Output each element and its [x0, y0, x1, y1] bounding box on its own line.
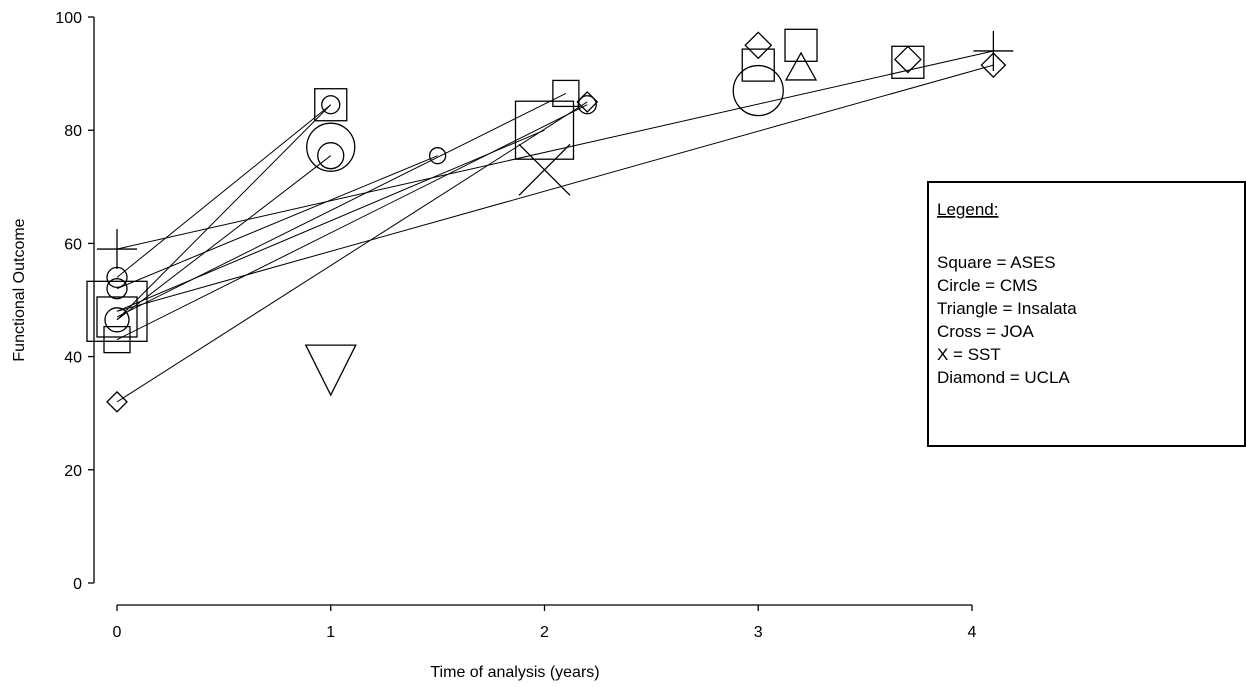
x-tick-label: 2: [540, 624, 549, 641]
series-line: [116, 64, 994, 312]
series-line: [116, 104, 332, 278]
series-line: [116, 129, 545, 312]
x-axis-title: Time of analysis (years): [430, 664, 599, 681]
x-tick-label: 0: [113, 624, 122, 641]
triangle-point: [784, 51, 818, 81]
series-line: [116, 104, 588, 341]
x-point: [518, 143, 571, 196]
square-point: [96, 296, 138, 338]
series-line: [116, 50, 994, 250]
circle-point: [306, 122, 356, 172]
legend: Legend: Square = ASES Circle = CMS Trian…: [927, 181, 1246, 447]
axes: 0 20 40 60 80 100 0 1 2 3 4: [55, 10, 976, 641]
diamond-point: [980, 52, 1007, 79]
square-point: [86, 280, 148, 342]
diamond-point: [576, 90, 599, 113]
circle-point: [106, 278, 128, 300]
diamond-point: [893, 45, 922, 74]
legend-entry: Circle = CMS: [937, 276, 1038, 295]
square-point: [314, 88, 348, 122]
circle-point: [321, 95, 341, 115]
series-line: [116, 155, 438, 290]
square-point: [552, 79, 580, 108]
legend-entry: Square = ASES: [937, 253, 1056, 272]
connecting-lines: [116, 50, 994, 403]
y-tick-label: 0: [73, 576, 82, 593]
cross-point: [97, 229, 137, 270]
triangle-point: [304, 344, 357, 397]
square-point: [891, 45, 925, 79]
cross-point: [973, 30, 1014, 71]
legend-entry: Diamond = UCLA: [937, 368, 1070, 387]
circle-point: [577, 95, 597, 115]
x-tick-label: 4: [968, 624, 977, 641]
legend-entry: Cross = JOA: [937, 322, 1034, 341]
series-line: [116, 101, 588, 403]
y-tick-label: 100: [55, 10, 82, 27]
legend-entry: X = SST: [937, 345, 1001, 364]
y-axis-title: Functional Outcome: [11, 218, 28, 361]
circle-point: [732, 64, 784, 117]
square-point: [784, 28, 818, 62]
circle-point: [317, 142, 345, 170]
circle-point: [104, 307, 130, 333]
series-line: [116, 104, 332, 321]
y-tick-label: 40: [64, 350, 82, 367]
y-tick-label: 20: [64, 463, 82, 480]
legend-box: [927, 181, 1246, 447]
square-point: [741, 48, 775, 82]
diamond-point: [744, 31, 773, 60]
series-line: [116, 92, 567, 318]
data-markers: [86, 28, 1014, 413]
x-tick-label: 3: [754, 624, 763, 641]
square-point: [514, 100, 575, 160]
diamond-point: [106, 390, 128, 413]
x-tick-label: 1: [326, 624, 335, 641]
legend-entry: Triangle = Insalata: [937, 299, 1077, 318]
series-line: [116, 155, 332, 321]
y-tick-label: 60: [64, 236, 82, 253]
circle-point: [428, 147, 447, 165]
square-point: [103, 325, 131, 354]
y-tick-label: 80: [64, 123, 82, 140]
legend-title: Legend:: [937, 200, 998, 219]
